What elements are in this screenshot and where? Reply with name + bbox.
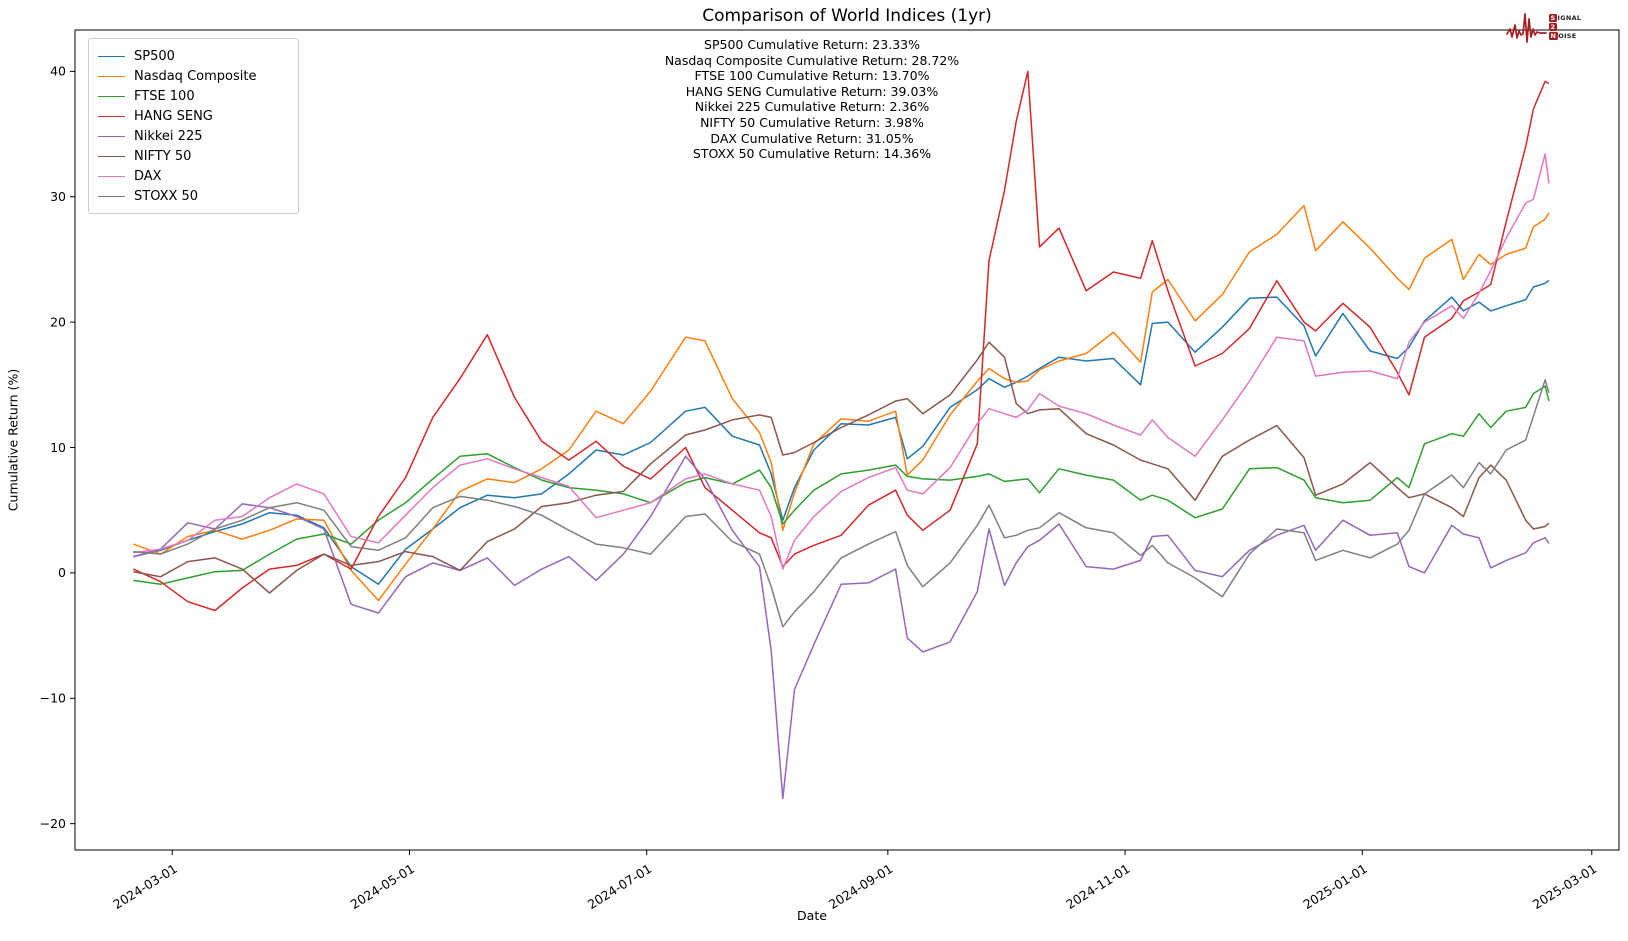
x-tick-label: 2024-05-01 bbox=[347, 861, 417, 912]
logo-2-box: 2 bbox=[1549, 23, 1557, 31]
logo-text: S IGNAL 2 N OISE bbox=[1549, 14, 1581, 41]
logo-signal-text: IGNAL bbox=[1557, 13, 1582, 22]
legend-label: HANG SENG bbox=[134, 108, 213, 124]
logo-s-box: S bbox=[1549, 14, 1557, 22]
series-line-nifty-50 bbox=[133, 341, 1550, 594]
axes-spines bbox=[74, 29, 1620, 851]
legend-label: STOXX 50 bbox=[134, 188, 199, 204]
y-tick-label: 30 bbox=[50, 189, 66, 204]
legend-label: Nasdaq Composite bbox=[134, 68, 257, 84]
x-tick-label: 2024-11-01 bbox=[1063, 861, 1133, 912]
x-tick-label: 2024-09-01 bbox=[826, 861, 896, 912]
x-tick-label: 2025-03-01 bbox=[1530, 861, 1600, 912]
legend-swatch-nasdaq bbox=[98, 75, 125, 77]
legend-swatch-nikkei bbox=[98, 135, 125, 137]
legend-item-nasdaq: Nasdaq Composite bbox=[98, 66, 288, 86]
legend-label: NIFTY 50 bbox=[134, 148, 192, 164]
annotation-line: DAX Cumulative Return: 31.05% bbox=[710, 130, 914, 146]
y-tick-label: −20 bbox=[40, 816, 66, 831]
x-tick-label: 2024-07-01 bbox=[585, 861, 655, 912]
waveform-icon bbox=[1506, 13, 1547, 43]
legend-swatch-hangseng bbox=[98, 115, 125, 117]
legend-swatch-nifty bbox=[98, 155, 125, 157]
legend-label: DAX bbox=[134, 168, 162, 184]
chart-title: Comparison of World Indices (1yr) bbox=[702, 6, 992, 26]
legend-item-nifty: NIFTY 50 bbox=[98, 146, 288, 166]
series-line-stoxx-50 bbox=[133, 379, 1550, 628]
annotation-line: STOXX 50 Cumulative Return: 14.36% bbox=[692, 146, 932, 162]
y-tick-label: 10 bbox=[50, 440, 66, 455]
x-tick-label: 2025-01-01 bbox=[1300, 861, 1370, 912]
legend: SP500 Nasdaq Composite FTSE 100 HANG SEN… bbox=[88, 38, 299, 214]
logo-noise-text: OISE bbox=[1558, 31, 1577, 40]
legend-swatch-stoxx bbox=[98, 195, 125, 197]
y-tick-label: 20 bbox=[50, 314, 66, 329]
annotation-line: NIFTY 50 Cumulative Return: 3.98% bbox=[700, 114, 924, 130]
series-line-sp500 bbox=[133, 279, 1550, 585]
legend-item-stoxx: STOXX 50 bbox=[98, 186, 288, 206]
legend-label: SP500 bbox=[134, 48, 175, 64]
legend-item-dax: DAX bbox=[98, 166, 288, 186]
annotation-line: Nikkei 225 Cumulative Return: 2.36% bbox=[694, 99, 930, 115]
y-axis-label: Cumulative Return (%) bbox=[5, 368, 21, 512]
legend-label: Nikkei 225 bbox=[134, 128, 203, 144]
series-line-dax bbox=[133, 153, 1550, 570]
annotation-line: HANG SENG Cumulative Return: 39.03% bbox=[685, 83, 939, 99]
legend-item-sp500: SP500 bbox=[98, 46, 288, 66]
annotation-line: FTSE 100 Cumulative Return: 13.70% bbox=[694, 68, 930, 84]
series-line-nasdaq-composite bbox=[133, 204, 1550, 602]
y-tick-label: 40 bbox=[50, 64, 66, 79]
cumulative-returns-annotation: SP500 Cumulative Return: 23.33% Nasdaq C… bbox=[665, 37, 959, 162]
series-line-hang-seng bbox=[132, 70, 1550, 612]
y-tick-label: 0 bbox=[58, 565, 66, 580]
legend-label: FTSE 100 bbox=[134, 88, 195, 104]
legend-swatch-ftse bbox=[98, 95, 125, 97]
legend-swatch-sp500 bbox=[98, 55, 125, 57]
y-tick-label: −10 bbox=[40, 691, 66, 706]
annotation-line: SP500 Cumulative Return: 23.33% bbox=[704, 37, 920, 52]
x-tick-label: 2024-03-01 bbox=[110, 861, 180, 912]
series-line-nikkei-225 bbox=[133, 455, 1550, 800]
signal2noise-logo: S IGNAL 2 N OISE bbox=[1506, 6, 1594, 48]
legend-item-ftse: FTSE 100 bbox=[98, 86, 288, 106]
annotation-line: Nasdaq Composite Cumulative Return: 28.7… bbox=[664, 52, 960, 68]
legend-item-hangseng: HANG SENG bbox=[98, 106, 288, 126]
legend-item-nikkei: Nikkei 225 bbox=[98, 126, 288, 146]
legend-swatch-dax bbox=[98, 175, 125, 177]
logo-n-box: N bbox=[1549, 32, 1558, 40]
series-line-ftse-100 bbox=[133, 385, 1550, 585]
x-axis-label: Date bbox=[797, 908, 827, 923]
